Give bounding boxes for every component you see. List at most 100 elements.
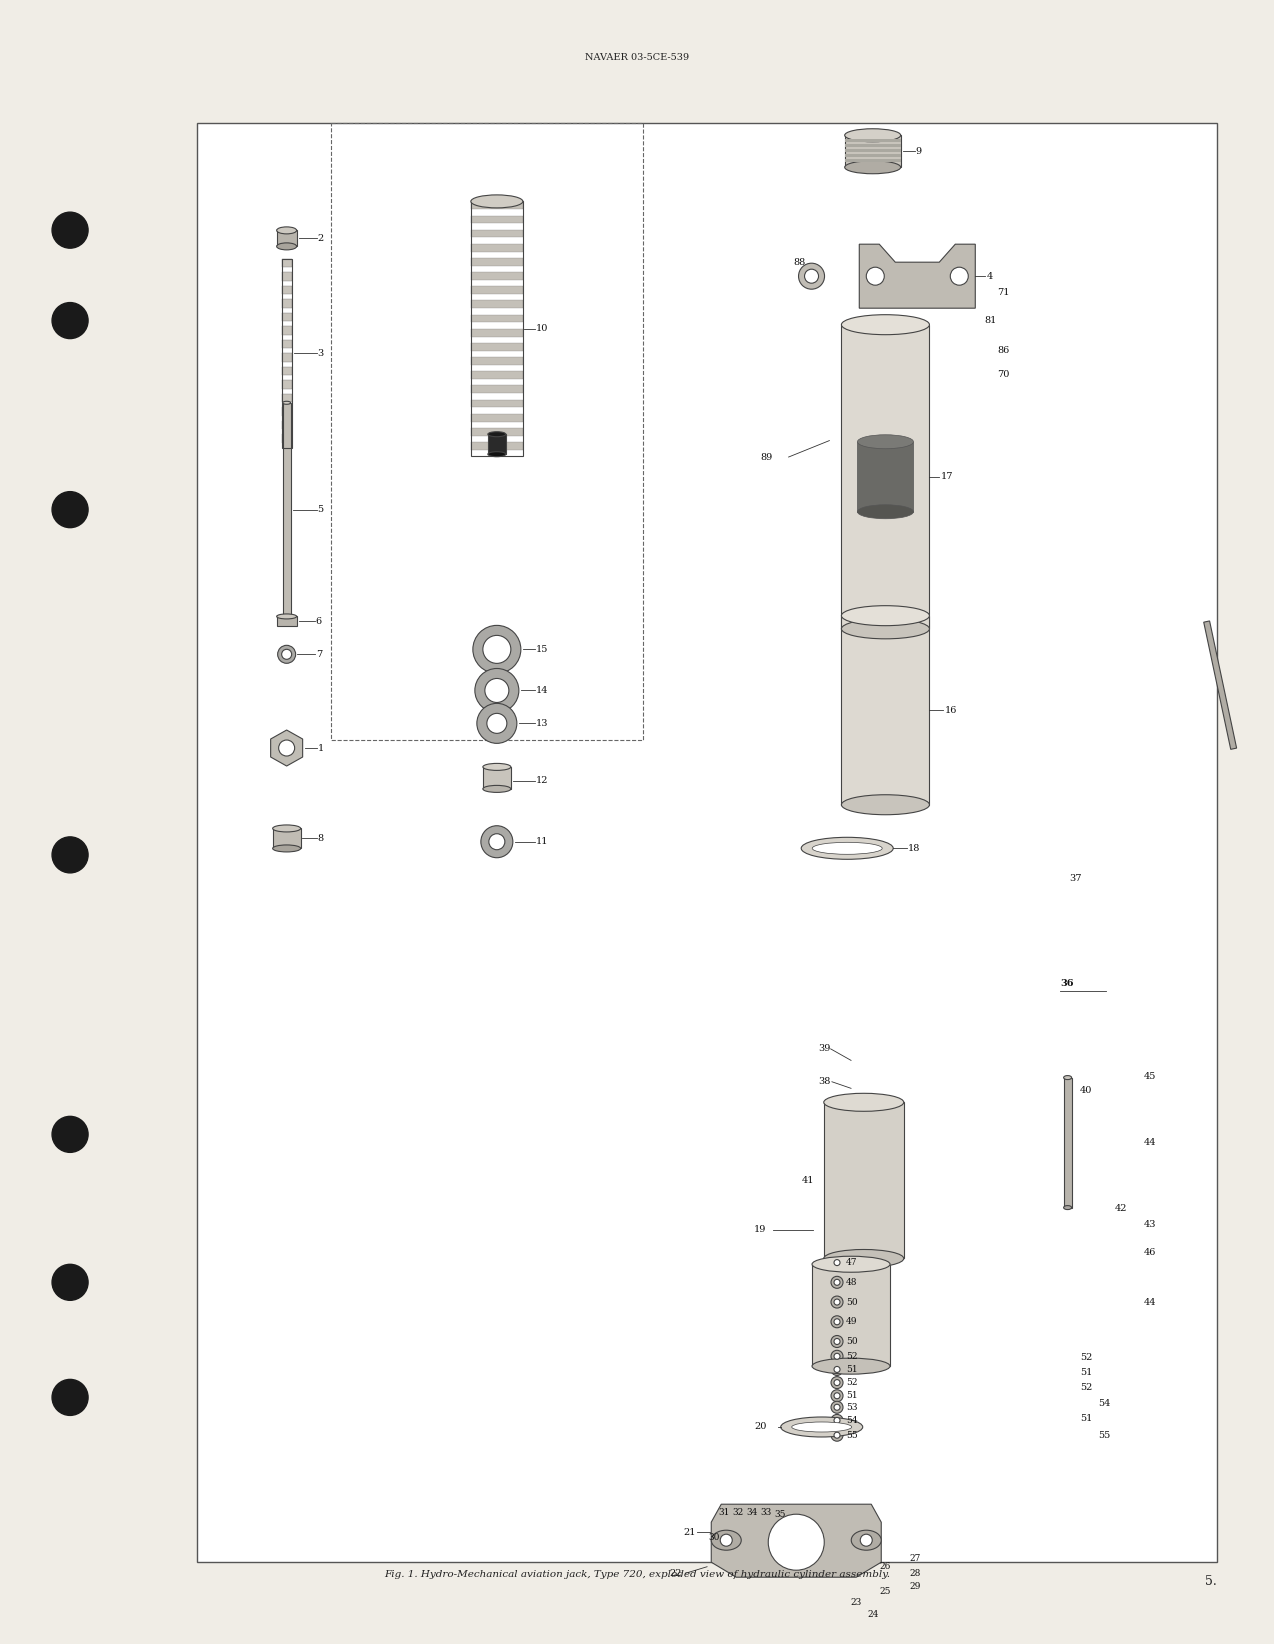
Text: 44: 44 bbox=[1144, 1297, 1157, 1307]
Ellipse shape bbox=[283, 615, 290, 618]
Circle shape bbox=[831, 1429, 843, 1442]
Text: 2: 2 bbox=[317, 233, 324, 243]
Text: 22: 22 bbox=[669, 1568, 682, 1578]
Bar bbox=[471, 329, 522, 337]
Text: 43: 43 bbox=[1144, 1220, 1157, 1230]
Bar bbox=[471, 301, 522, 309]
Ellipse shape bbox=[845, 161, 901, 174]
Bar bbox=[471, 314, 522, 322]
Ellipse shape bbox=[813, 842, 882, 855]
Ellipse shape bbox=[812, 1256, 891, 1272]
Ellipse shape bbox=[276, 613, 297, 618]
Circle shape bbox=[485, 679, 508, 702]
Ellipse shape bbox=[273, 845, 301, 852]
Ellipse shape bbox=[857, 434, 913, 449]
Bar bbox=[197, 123, 1217, 1562]
Ellipse shape bbox=[488, 432, 506, 437]
Bar bbox=[483, 766, 511, 789]
Bar bbox=[471, 414, 522, 421]
Ellipse shape bbox=[483, 763, 511, 771]
Bar bbox=[471, 427, 522, 436]
Text: 23: 23 bbox=[851, 1598, 861, 1608]
Circle shape bbox=[834, 1353, 840, 1360]
Text: 3: 3 bbox=[317, 349, 324, 358]
Bar bbox=[845, 145, 901, 146]
Circle shape bbox=[831, 1276, 843, 1289]
Circle shape bbox=[834, 1404, 840, 1411]
Text: 52: 52 bbox=[846, 1351, 857, 1361]
Circle shape bbox=[52, 212, 88, 248]
Text: 4: 4 bbox=[986, 271, 992, 281]
Bar bbox=[282, 299, 292, 307]
Bar bbox=[1064, 1077, 1071, 1208]
Circle shape bbox=[52, 1379, 88, 1415]
Text: 20: 20 bbox=[754, 1422, 767, 1432]
Circle shape bbox=[834, 1318, 840, 1325]
Circle shape bbox=[52, 1116, 88, 1152]
Ellipse shape bbox=[273, 825, 301, 832]
Circle shape bbox=[487, 713, 507, 733]
Ellipse shape bbox=[857, 505, 913, 520]
Text: 15: 15 bbox=[536, 644, 548, 654]
Polygon shape bbox=[859, 245, 976, 307]
Circle shape bbox=[834, 1338, 840, 1345]
Circle shape bbox=[834, 1417, 840, 1424]
Bar bbox=[273, 829, 301, 848]
Text: 86: 86 bbox=[998, 345, 1010, 355]
Bar bbox=[282, 367, 292, 375]
Bar bbox=[282, 434, 292, 442]
Text: 53: 53 bbox=[846, 1402, 857, 1412]
Text: 37: 37 bbox=[1069, 875, 1082, 883]
Bar bbox=[471, 372, 522, 380]
Text: 42: 42 bbox=[1115, 1203, 1127, 1213]
Bar bbox=[471, 243, 522, 252]
Text: 48: 48 bbox=[846, 1277, 857, 1287]
Ellipse shape bbox=[711, 1531, 741, 1550]
Text: 8: 8 bbox=[317, 834, 324, 843]
Polygon shape bbox=[270, 730, 303, 766]
Circle shape bbox=[831, 1350, 843, 1363]
Bar bbox=[857, 442, 913, 511]
Circle shape bbox=[834, 1432, 840, 1438]
Text: 39: 39 bbox=[818, 1044, 831, 1054]
Text: 51: 51 bbox=[846, 1391, 857, 1401]
Text: 52: 52 bbox=[1080, 1383, 1093, 1392]
Text: 55: 55 bbox=[1098, 1430, 1111, 1440]
Text: 71: 71 bbox=[998, 288, 1010, 298]
Circle shape bbox=[831, 1295, 843, 1309]
Text: 41: 41 bbox=[801, 1175, 814, 1185]
Circle shape bbox=[831, 1315, 843, 1328]
Bar bbox=[471, 385, 522, 393]
Text: 40: 40 bbox=[1079, 1087, 1092, 1095]
Bar bbox=[471, 399, 522, 408]
Text: 70: 70 bbox=[998, 370, 1010, 380]
Text: 54: 54 bbox=[846, 1415, 857, 1425]
Circle shape bbox=[489, 834, 505, 850]
Bar bbox=[282, 258, 292, 266]
Circle shape bbox=[52, 492, 88, 528]
Ellipse shape bbox=[812, 1358, 891, 1374]
Bar bbox=[841, 326, 930, 630]
Text: NAVAER 03-5CE-539: NAVAER 03-5CE-539 bbox=[585, 53, 689, 62]
Text: 46: 46 bbox=[1144, 1248, 1157, 1258]
Bar bbox=[282, 327, 292, 335]
Bar bbox=[471, 357, 522, 365]
Text: 7: 7 bbox=[316, 649, 322, 659]
Circle shape bbox=[834, 1379, 840, 1386]
Bar bbox=[841, 616, 930, 806]
Circle shape bbox=[475, 669, 519, 712]
Ellipse shape bbox=[841, 618, 930, 640]
Text: 29: 29 bbox=[910, 1582, 920, 1591]
Text: 18: 18 bbox=[908, 843, 921, 853]
Text: 28: 28 bbox=[910, 1568, 920, 1578]
Text: 24: 24 bbox=[868, 1609, 878, 1619]
Circle shape bbox=[52, 837, 88, 873]
Text: 47: 47 bbox=[846, 1258, 857, 1268]
Text: 13: 13 bbox=[536, 718, 548, 728]
Bar bbox=[471, 344, 522, 350]
Text: 10: 10 bbox=[536, 324, 548, 334]
Circle shape bbox=[805, 270, 818, 283]
Text: 32: 32 bbox=[733, 1508, 744, 1517]
Text: 25: 25 bbox=[879, 1586, 892, 1596]
Ellipse shape bbox=[799, 263, 824, 289]
